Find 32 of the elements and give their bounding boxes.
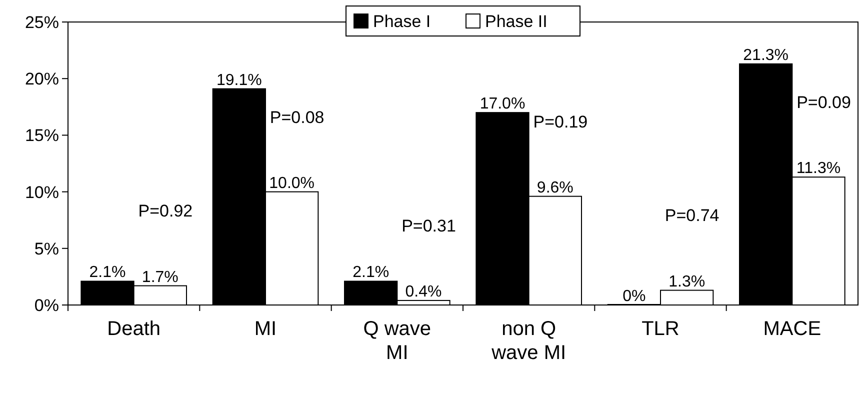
- y-tick-label: 0%: [34, 296, 59, 315]
- x-tick-label: MACE: [763, 318, 822, 340]
- annotation: P=0.31: [402, 216, 456, 236]
- data-label: 0%: [622, 288, 646, 305]
- data-label: 10.0%: [269, 174, 315, 192]
- annotation: P=0.74: [664, 206, 720, 226]
- data-label: 2.1%: [89, 264, 126, 282]
- y-tick-label: 25%: [24, 12, 59, 32]
- annotation: P=0.08: [270, 108, 324, 127]
- data-label: 11.3%: [796, 160, 841, 178]
- data-label: 2.1%: [352, 264, 390, 282]
- data-label: 19.1%: [216, 72, 262, 89]
- annotation: P=0.19: [533, 112, 588, 132]
- legend-label: Phase II: [485, 12, 548, 31]
- y-tick-label: 20%: [24, 70, 59, 89]
- annotation: P=0.92: [138, 202, 193, 221]
- x-tick-label: Death: [107, 318, 161, 340]
- x-tick-label: TLR: [642, 318, 680, 340]
- data-label: 0.4%: [405, 283, 442, 300]
- data-label: 1.3%: [668, 273, 706, 290]
- data-label: 9.6%: [536, 179, 574, 196]
- data-label: 1.7%: [142, 268, 178, 286]
- x-tick-label: non Q wave MI: [490, 318, 566, 364]
- y-tick-label: 10%: [24, 182, 59, 202]
- legend-label: Phase I: [373, 12, 431, 31]
- x-tick-label: MI: [254, 318, 277, 340]
- y-tick-label: 15%: [24, 126, 59, 146]
- annotation: P=0.09: [796, 93, 851, 112]
- x-tick-label: Q wave MI: [363, 318, 432, 364]
- data-label: 21.3%: [743, 46, 789, 64]
- y-tick-label: 5%: [34, 239, 59, 258]
- data-label: 17.0%: [480, 96, 526, 113]
